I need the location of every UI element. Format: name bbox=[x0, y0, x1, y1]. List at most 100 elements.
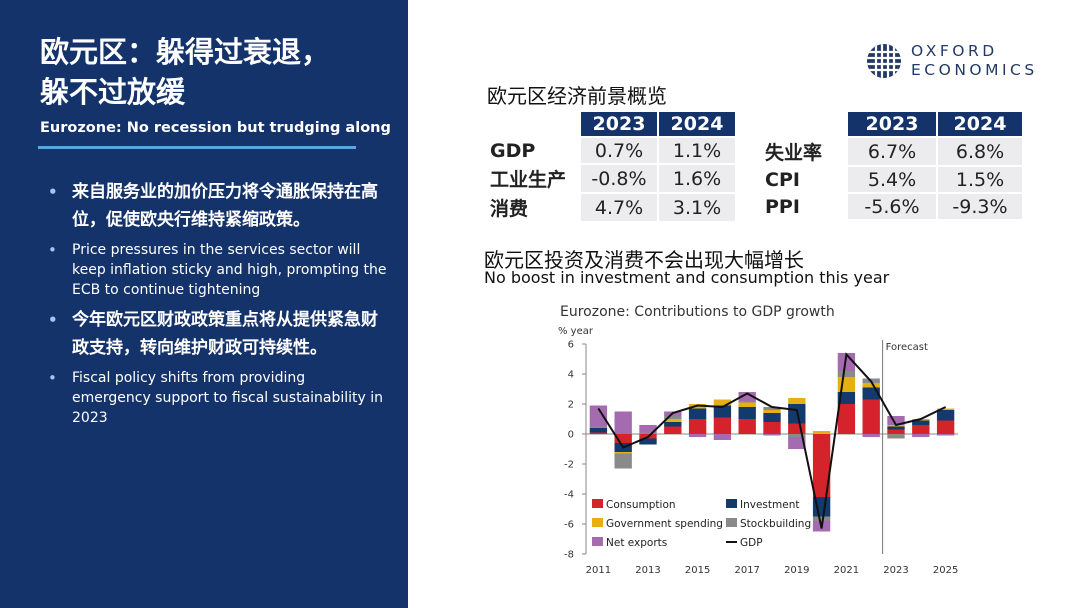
row-label: 失业率 bbox=[762, 138, 846, 165]
x-tick-label: 2019 bbox=[784, 565, 809, 576]
bar-segment bbox=[664, 426, 682, 434]
bullet-item: 来自服务业的加价压力将令通胀保持在高位，促使欧央行维持紧缩政策。 bbox=[48, 178, 388, 234]
bar-segment bbox=[738, 407, 756, 419]
table-row: 消费 4.7% 3.1% bbox=[487, 194, 735, 221]
bar-segment bbox=[936, 420, 955, 434]
bar-segment bbox=[688, 408, 707, 419]
x-tick-label: 2025 bbox=[933, 565, 958, 576]
legend-label: Stockbuilding bbox=[740, 518, 811, 530]
bar-segment bbox=[763, 413, 781, 422]
bar-segment bbox=[912, 434, 930, 437]
left-panel: 欧元区：躲得过衰退， 躲不过放缓 Eurozone: No recession … bbox=[0, 0, 408, 608]
bar-segment bbox=[614, 411, 632, 434]
bar-segment bbox=[788, 398, 806, 404]
bar-segment bbox=[738, 419, 756, 434]
bar-segment bbox=[713, 417, 732, 434]
bar-segment bbox=[788, 434, 806, 437]
bar-segment bbox=[837, 392, 856, 404]
y-tick-label: -6 bbox=[564, 520, 574, 531]
legend-swatch bbox=[592, 499, 603, 508]
x-tick-label: 2017 bbox=[734, 565, 759, 576]
y-tick-label: 0 bbox=[568, 430, 574, 441]
bar-segment bbox=[763, 410, 781, 413]
bar-segment bbox=[589, 426, 608, 428]
bullet-item: Price pressures in the services sector w… bbox=[48, 240, 388, 300]
logo-line1: OXFORD bbox=[911, 42, 998, 60]
bar-segment bbox=[589, 428, 608, 433]
legend-label: Net exports bbox=[606, 537, 667, 549]
year-header: 2023 bbox=[581, 112, 657, 136]
bar-segment bbox=[788, 423, 806, 434]
cell-value: 5.4% bbox=[848, 167, 936, 192]
year-header: 2024 bbox=[938, 112, 1022, 136]
bar-segment bbox=[812, 516, 831, 521]
x-tick-label: 2015 bbox=[685, 565, 710, 576]
bar-segment bbox=[862, 434, 880, 437]
cell-value: 6.7% bbox=[848, 138, 936, 165]
bar-segment bbox=[862, 383, 880, 388]
row-label: 消费 bbox=[487, 194, 579, 221]
slide-title: 欧元区：躲得过衰退， 躲不过放缓 bbox=[40, 32, 400, 112]
bullet-item: Fiscal policy shifts from providing emer… bbox=[48, 368, 388, 428]
table-row: CPI 5.4% 1.5% bbox=[762, 167, 1022, 192]
slide-title-line1: 欧元区：躲得过衰退， bbox=[40, 35, 331, 69]
bar-segment bbox=[763, 422, 781, 434]
oxford-economics-logo: OXFORD ECONOMICS bbox=[865, 42, 1038, 80]
legend-swatch bbox=[592, 518, 603, 527]
y-axis-label: % year bbox=[558, 326, 594, 337]
bar-segment bbox=[713, 434, 732, 440]
table-row: 失业率 6.7% 6.8% bbox=[762, 138, 1022, 165]
bar-segment bbox=[936, 410, 955, 421]
table-row: PPI -5.6% -9.3% bbox=[762, 194, 1022, 219]
x-tick-label: 2011 bbox=[586, 565, 611, 576]
y-tick-label: -8 bbox=[564, 550, 574, 561]
bar-segment bbox=[812, 434, 831, 497]
y-tick-label: -4 bbox=[564, 490, 574, 501]
row-label: PPI bbox=[762, 194, 846, 219]
bar-segment bbox=[837, 353, 856, 371]
outlook-table-left: 2023 2024 GDP 0.7% 1.1% 工业生产 -0.8% 1.6% … bbox=[485, 110, 737, 223]
cell-value: -0.8% bbox=[581, 165, 657, 192]
legend-swatch bbox=[592, 537, 603, 546]
cell-value: 6.8% bbox=[938, 138, 1022, 165]
logo-wordmark: OXFORD ECONOMICS bbox=[911, 42, 1038, 80]
bar-segment bbox=[688, 434, 707, 437]
year-header: 2024 bbox=[659, 112, 735, 136]
bar-segment bbox=[837, 377, 856, 392]
bar-segment bbox=[887, 426, 905, 430]
forecast-label: Forecast bbox=[886, 342, 928, 353]
bar-segment bbox=[738, 401, 756, 403]
cell-value: -5.6% bbox=[848, 194, 936, 219]
bar-segment bbox=[887, 434, 905, 439]
chart-section-subheading: No boost in investment and consumption t… bbox=[484, 268, 890, 287]
x-tick-label: 2013 bbox=[635, 565, 660, 576]
bar-segment bbox=[912, 425, 930, 434]
bar-segment bbox=[639, 438, 657, 445]
table-row: 工业生产 -0.8% 1.6% bbox=[487, 165, 735, 192]
bar-segment bbox=[788, 437, 806, 449]
bullet-list: 来自服务业的加价压力将令通胀保持在高位，促使欧央行维持紧缩政策。 Price p… bbox=[48, 178, 388, 434]
bar-segment bbox=[713, 399, 732, 406]
bar-segment bbox=[887, 429, 905, 434]
cell-value: 4.7% bbox=[581, 194, 657, 221]
logo-line2: ECONOMICS bbox=[911, 61, 1038, 79]
legend-swatch bbox=[726, 518, 737, 527]
bar-segment bbox=[763, 407, 781, 410]
bar-segment bbox=[738, 392, 756, 401]
title-divider bbox=[38, 146, 356, 149]
cell-value: -9.3% bbox=[938, 194, 1022, 219]
gdp-line bbox=[597, 352, 947, 529]
x-tick-label: 2023 bbox=[883, 565, 908, 576]
bar-segment bbox=[763, 434, 781, 436]
cell-value: 1.1% bbox=[659, 138, 735, 163]
row-label: GDP bbox=[487, 138, 579, 163]
cell-value: 1.5% bbox=[938, 167, 1022, 192]
y-tick-label: 6 bbox=[568, 340, 574, 351]
bar-segment bbox=[738, 402, 756, 407]
bar-segment bbox=[936, 434, 955, 436]
gdp-contribution-chart: % year -8 -6 -4 -2 0 2 4 6 Forecast 2011 2013 2015 20… bbox=[558, 326, 958, 576]
legend-label: Consumption bbox=[606, 499, 676, 511]
year-header: 2023 bbox=[848, 112, 936, 136]
row-label: 工业生产 bbox=[487, 165, 579, 192]
bar-segment bbox=[639, 425, 657, 433]
